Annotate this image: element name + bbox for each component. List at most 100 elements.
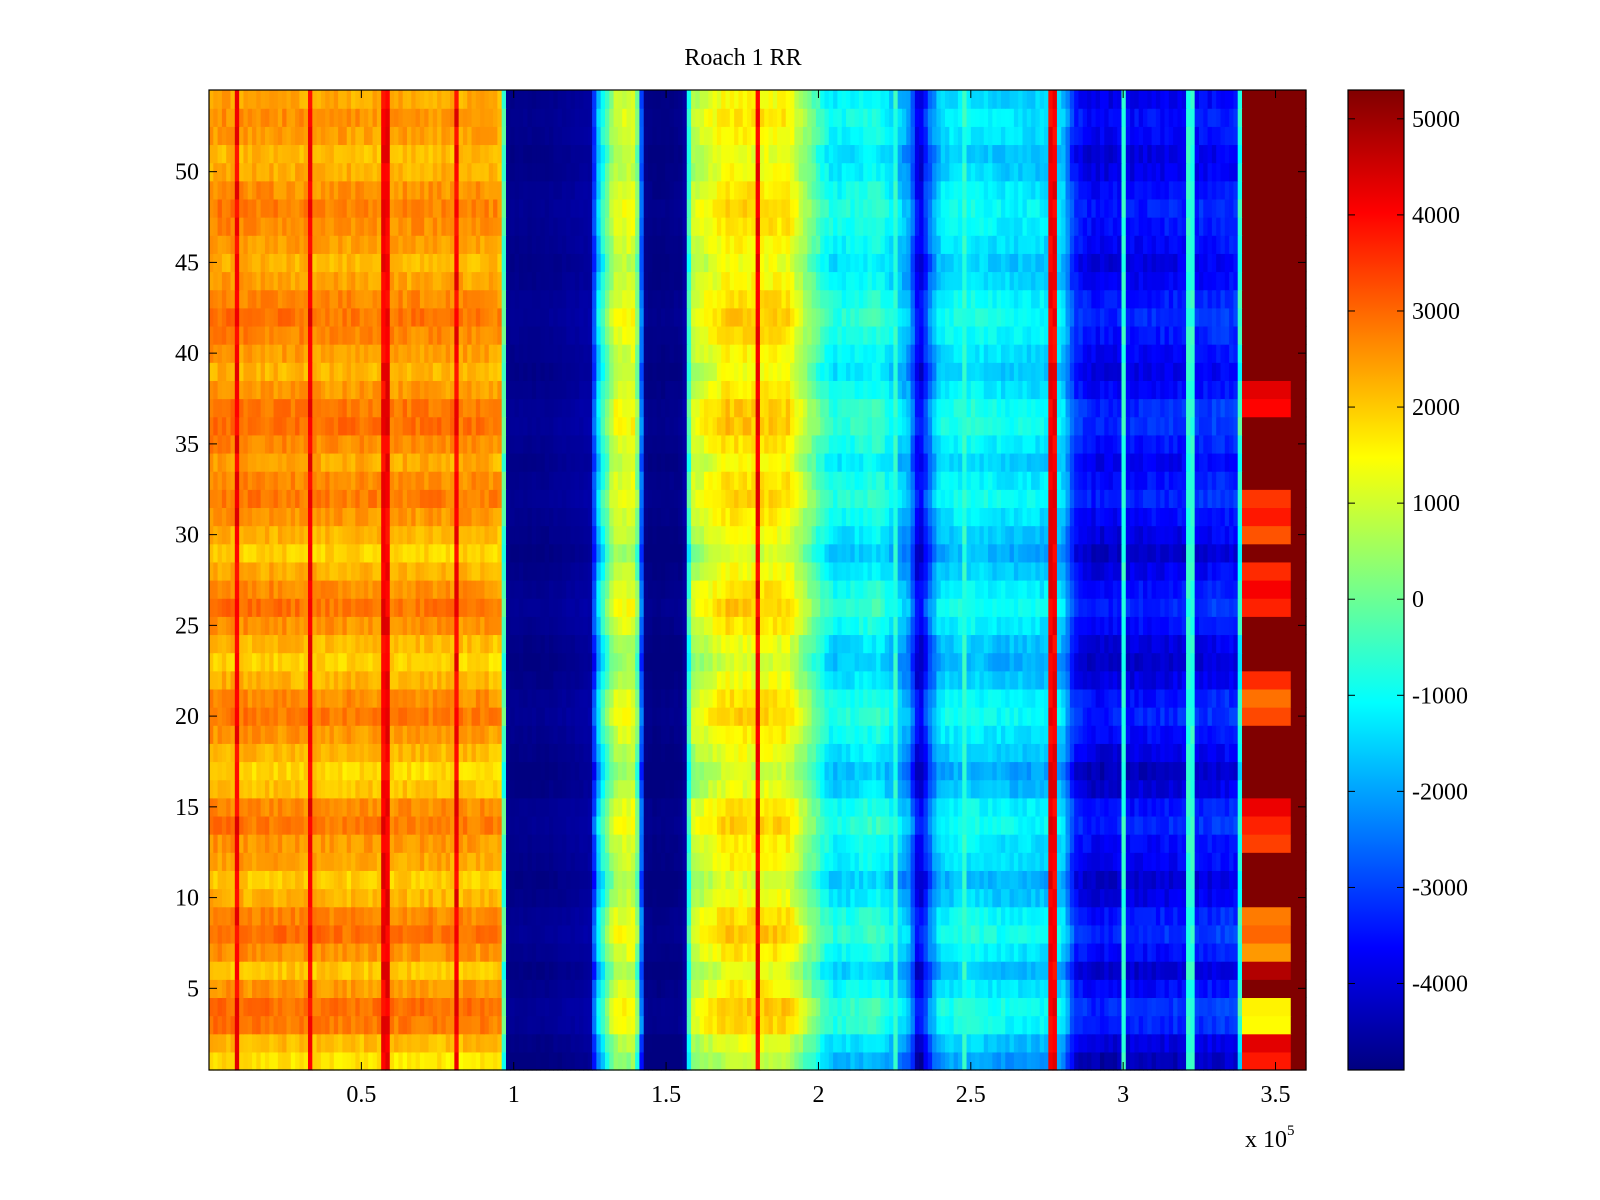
heatmap-cell	[557, 815, 563, 835]
heatmap-cell	[1044, 779, 1049, 799]
heatmap-cell	[635, 852, 641, 871]
heatmap-cell	[596, 997, 602, 1017]
heatmap-cell	[764, 815, 770, 835]
heatmap-cell	[1082, 961, 1088, 980]
heatmap-cell	[299, 725, 305, 744]
heatmap-cell	[338, 924, 344, 944]
heatmap-cell	[553, 852, 559, 871]
heatmap-cell	[1220, 725, 1226, 744]
heatmap-cell	[295, 906, 300, 926]
heatmap-cell	[239, 870, 245, 890]
heatmap-cell	[398, 779, 404, 799]
heatmap-cell	[970, 888, 976, 908]
heatmap-cell	[428, 1033, 434, 1053]
heatmap-cell	[1121, 852, 1127, 871]
heatmap-cell	[320, 707, 326, 726]
heatmap-cell	[549, 979, 554, 999]
heatmap-cell	[536, 761, 542, 781]
heatmap-cell	[630, 797, 636, 817]
heatmap-cell	[794, 924, 800, 944]
heatmap-cell	[626, 997, 632, 1017]
heatmap-cell	[484, 688, 490, 708]
heatmap-cell	[536, 997, 542, 1017]
heatmap-cell	[975, 870, 981, 890]
heatmap-cell	[665, 725, 671, 744]
heatmap-cell	[221, 888, 227, 908]
heatmap-cell	[996, 961, 1002, 980]
heatmap-cell	[583, 779, 589, 799]
heatmap-cell	[833, 707, 839, 726]
heatmap-cell	[230, 688, 236, 708]
heatmap-cell	[527, 707, 533, 726]
heatmap-cell	[501, 779, 507, 799]
heatmap-cell	[1031, 997, 1037, 1017]
heatmap-cell	[286, 1015, 292, 1035]
heatmap-cell	[1013, 725, 1019, 744]
heatmap-cell	[1099, 797, 1105, 817]
heatmap-cell	[1147, 924, 1153, 944]
heatmap-cell	[639, 761, 645, 781]
heatmap-cell	[1121, 1051, 1127, 1071]
heatmap-cell	[320, 815, 326, 835]
heatmap-cell	[781, 761, 787, 781]
heatmap-cell	[471, 707, 477, 726]
heatmap-cell	[1143, 852, 1148, 871]
heatmap-cell	[970, 725, 976, 744]
heatmap-cell	[531, 1015, 537, 1035]
heatmap-cell	[419, 906, 425, 926]
heatmap-cell	[579, 852, 585, 871]
heatmap-cell	[549, 707, 554, 726]
heatmap-cell	[1190, 1015, 1196, 1035]
heatmap-cell	[273, 688, 279, 708]
heatmap-cell	[988, 906, 993, 926]
heatmap-cell	[1026, 743, 1032, 763]
heatmap-cell	[682, 1015, 688, 1035]
heatmap-cell	[656, 924, 662, 944]
heatmap-cell	[1177, 961, 1183, 980]
heatmap-cell	[475, 815, 481, 835]
heatmap-cell	[914, 761, 920, 781]
heatmap-cell	[527, 1051, 533, 1071]
heatmap-cell	[497, 906, 503, 926]
heatmap-cell	[325, 761, 331, 781]
heatmap-cell	[381, 852, 387, 871]
heatmap-cell	[1031, 743, 1037, 763]
heatmap-cell	[790, 725, 795, 744]
heatmap-cell	[406, 997, 412, 1017]
heatmap-cell	[846, 707, 851, 726]
heatmap-cell	[910, 761, 916, 781]
heatmap-cell	[226, 979, 232, 999]
heatmap-cell	[1143, 924, 1148, 944]
heatmap-cell	[256, 688, 262, 708]
heatmap-cell	[1112, 1015, 1118, 1035]
heatmap-cell	[316, 707, 322, 726]
heatmap-cell	[406, 961, 412, 980]
heatmap-cell	[1155, 852, 1161, 871]
heatmap-cell	[768, 725, 774, 744]
heatmap-cell	[553, 797, 559, 817]
heatmap-cell	[510, 924, 516, 944]
heatmap-cell	[574, 834, 580, 853]
heatmap-cell	[600, 761, 606, 781]
heatmap-cell	[209, 1015, 214, 1035]
heatmap-cell	[630, 779, 636, 799]
heatmap-cell	[988, 1051, 993, 1071]
heatmap-cell	[488, 997, 494, 1017]
heatmap-cell	[910, 852, 916, 871]
heatmap-cell	[777, 997, 783, 1017]
heatmap-cell	[1065, 797, 1071, 817]
heatmap-cell	[1061, 1051, 1067, 1071]
heatmap-cell	[923, 1015, 929, 1035]
heatmap-cell	[893, 1015, 899, 1035]
heatmap-cell	[871, 743, 877, 763]
heatmap-cell	[927, 852, 933, 871]
heatmap-cell	[338, 961, 344, 980]
heatmap-cell	[411, 979, 417, 999]
heatmap-cell	[484, 1051, 490, 1071]
heatmap-cell	[1203, 906, 1209, 926]
heatmap-cell	[798, 888, 804, 908]
heatmap-cell	[351, 961, 356, 980]
heatmap-cell	[747, 997, 752, 1017]
heatmap-cell	[338, 1033, 344, 1053]
heatmap-cell	[837, 961, 843, 980]
